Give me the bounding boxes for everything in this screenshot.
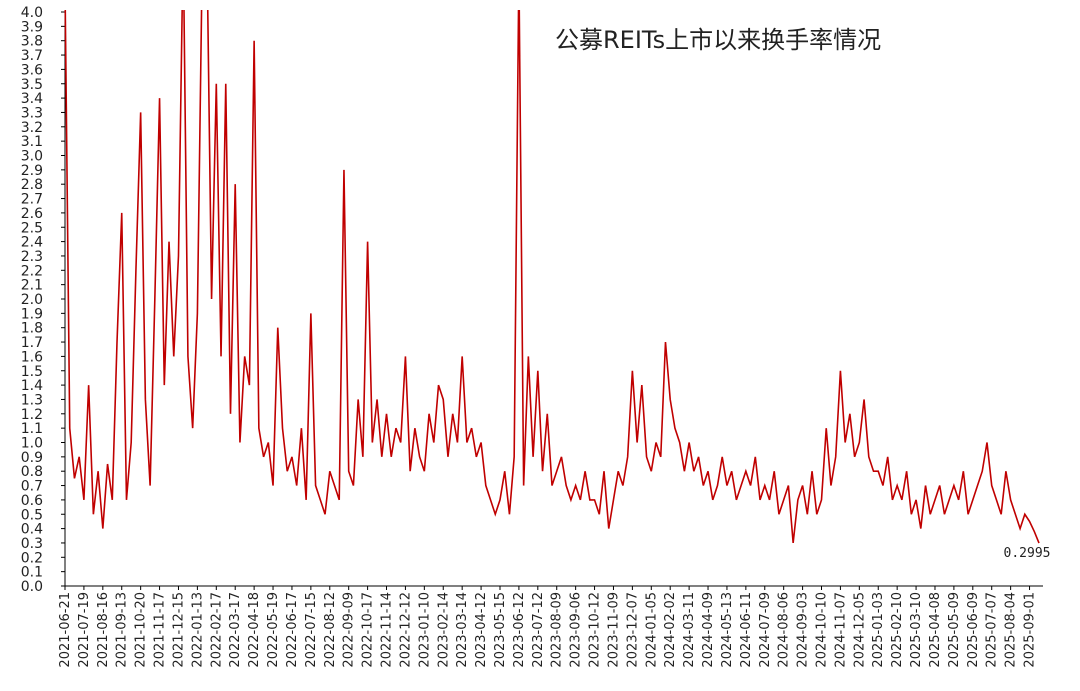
y-tick-label: 2.0 bbox=[21, 292, 43, 308]
y-tick-label: 2.4 bbox=[21, 235, 43, 251]
y-tick-label: 0.4 bbox=[21, 522, 43, 538]
x-tick-label: 2023-04-12 bbox=[474, 592, 489, 668]
x-tick-label: 2021-06-21 bbox=[58, 592, 73, 668]
x-tick-label: 2025-02-10 bbox=[890, 592, 905, 668]
x-tick-label: 2022-12-12 bbox=[398, 592, 413, 668]
x-tick-label: 2025-04-08 bbox=[928, 592, 943, 668]
x-tick-label: 2022-09-09 bbox=[342, 592, 357, 668]
x-tick-label: 2025-07-07 bbox=[985, 592, 1000, 668]
y-tick-label: 3.3 bbox=[21, 105, 43, 121]
y-tick-label: 3.6 bbox=[21, 62, 43, 78]
x-tick-label: 2022-11-14 bbox=[380, 592, 395, 668]
y-tick-label: 0.0 bbox=[21, 579, 43, 595]
y-tick-label: 3.0 bbox=[21, 149, 43, 165]
x-tick-label: 2024-10-10 bbox=[815, 592, 830, 668]
chart-title: 公募REITs上市以来换手率情况 bbox=[555, 26, 881, 54]
x-tick-label: 2022-08-12 bbox=[323, 592, 338, 668]
x-tick-label: 2024-09-03 bbox=[796, 592, 811, 668]
x-tick-label: 2025-03-10 bbox=[909, 592, 924, 668]
y-tick-label: 1.6 bbox=[21, 349, 43, 365]
y-tick-label: 3.2 bbox=[21, 120, 43, 136]
x-tick-label: 2024-02-02 bbox=[663, 592, 678, 668]
x-tick-label: 2022-07-15 bbox=[304, 592, 319, 668]
x-tick-label: 2024-07-09 bbox=[758, 592, 773, 668]
y-tick-label: 0.9 bbox=[21, 450, 43, 466]
y-tick-label: 0.8 bbox=[21, 464, 43, 480]
y-tick-label: 3.5 bbox=[21, 77, 43, 93]
y-tick-label: 1.7 bbox=[21, 335, 43, 351]
y-tick-label: 3.4 bbox=[21, 91, 43, 107]
y-tick-label: 1.4 bbox=[21, 378, 43, 394]
x-tick-label: 2024-06-11 bbox=[739, 592, 754, 668]
y-tick-label: 1.5 bbox=[21, 364, 43, 380]
x-tick-label: 2022-04-18 bbox=[247, 592, 262, 668]
y-tick-label: 2.6 bbox=[21, 206, 43, 222]
y-tick-label: 4.0 bbox=[21, 5, 43, 21]
y-tick-label: 2.5 bbox=[21, 220, 43, 236]
x-tick-label: 2022-05-19 bbox=[266, 592, 281, 668]
x-tick-label: 2023-10-12 bbox=[588, 592, 603, 668]
x-tick-label: 2022-06-17 bbox=[285, 592, 300, 668]
x-tick-label: 2023-09-06 bbox=[569, 592, 584, 668]
x-tick-label: 2021-08-16 bbox=[96, 592, 111, 668]
x-tick-label: 2021-09-13 bbox=[115, 592, 130, 668]
y-tick-label: 0.5 bbox=[21, 507, 43, 523]
y-tick-label: 2.7 bbox=[21, 192, 43, 208]
x-tick-label: 2025-05-09 bbox=[947, 592, 962, 668]
x-tick-label: 2024-03-11 bbox=[682, 592, 697, 668]
y-tick-label: 1.2 bbox=[21, 407, 43, 423]
y-tick-label: 0.3 bbox=[21, 536, 43, 552]
x-tick-label: 2024-01-05 bbox=[644, 592, 659, 668]
x-tick-label: 2024-12-05 bbox=[852, 592, 867, 668]
x-tick-label: 2021-11-17 bbox=[153, 592, 168, 668]
x-tick-label: 2023-05-15 bbox=[493, 592, 508, 668]
x-tick-label: 2024-08-06 bbox=[777, 592, 792, 668]
x-tick-label: 2021-07-19 bbox=[77, 592, 92, 668]
x-tick-label: 2022-02-17 bbox=[209, 592, 224, 668]
y-tick-label: 1.8 bbox=[21, 321, 43, 337]
y-tick-label: 2.1 bbox=[21, 278, 43, 294]
x-tick-label: 2024-04-09 bbox=[701, 592, 716, 668]
y-tick-label: 1.9 bbox=[21, 306, 43, 322]
x-tick-label: 2025-08-04 bbox=[1004, 592, 1019, 668]
x-tick-label: 2023-12-07 bbox=[625, 592, 640, 668]
x-tick-label: 2023-02-14 bbox=[436, 592, 451, 668]
x-tick-label: 2025-09-01 bbox=[1023, 592, 1038, 668]
x-tick-label: 2022-10-17 bbox=[361, 592, 376, 668]
y-tick-label: 1.0 bbox=[21, 436, 43, 452]
x-tick-label: 2025-01-03 bbox=[871, 592, 886, 668]
x-tick-label: 2022-01-13 bbox=[190, 592, 205, 668]
y-tick-label: 1.1 bbox=[21, 421, 43, 437]
x-tick-label: 2021-12-15 bbox=[171, 592, 186, 668]
x-tick-label: 2023-03-14 bbox=[455, 592, 470, 668]
y-tick-label: 3.9 bbox=[21, 19, 43, 35]
y-tick-label: 2.2 bbox=[21, 263, 43, 279]
x-tick-label: 2024-11-07 bbox=[833, 592, 848, 668]
y-tick-label: 2.8 bbox=[21, 177, 43, 193]
data-label: 0.2995 bbox=[1004, 546, 1051, 561]
y-tick-label: 3.7 bbox=[21, 48, 43, 64]
x-tick-label: 2021-10-20 bbox=[134, 592, 149, 668]
y-tick-label: 2.9 bbox=[21, 163, 43, 179]
x-tick-label: 2023-01-10 bbox=[417, 592, 432, 668]
y-tick-label: 0.7 bbox=[21, 479, 43, 495]
line-series bbox=[64, 10, 1040, 544]
x-tick-label: 2023-07-12 bbox=[531, 592, 546, 668]
x-tick-label: 2023-11-09 bbox=[606, 592, 621, 668]
y-tick-label: 1.3 bbox=[21, 392, 43, 408]
y-tick-label: 0.1 bbox=[21, 565, 43, 581]
x-tick-label: 2023-08-09 bbox=[550, 592, 565, 668]
y-tick-label: 3.1 bbox=[21, 134, 43, 150]
y-tick-label: 3.8 bbox=[21, 34, 43, 50]
y-tick-label: 0.6 bbox=[21, 493, 43, 509]
x-tick-label: 2023-06-12 bbox=[512, 592, 527, 668]
x-tick-label: 2022-03-17 bbox=[228, 592, 243, 668]
x-tick-label: 2024-05-13 bbox=[720, 592, 735, 668]
y-tick-label: 0.2 bbox=[21, 550, 43, 566]
x-tick-label: 2025-06-09 bbox=[966, 592, 981, 668]
y-tick-label: 2.3 bbox=[21, 249, 43, 265]
